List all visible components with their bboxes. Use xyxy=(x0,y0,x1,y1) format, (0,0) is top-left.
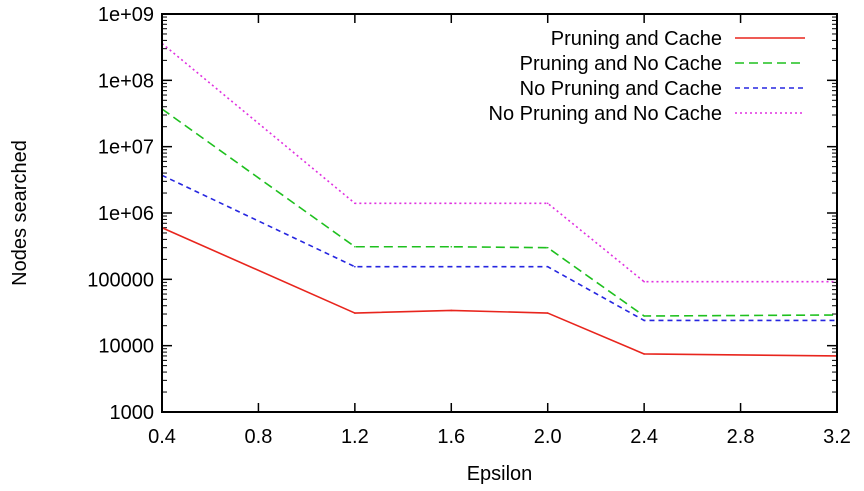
series-4-point xyxy=(450,202,453,205)
series-2-point xyxy=(450,245,453,248)
x-axis-title: Epsilon xyxy=(467,463,533,485)
y-tick-label: 1000 xyxy=(110,402,155,424)
series-4-point xyxy=(643,280,645,283)
y-tick-label: 1e+07 xyxy=(98,137,154,159)
x-tick-label: 1.6 xyxy=(437,426,465,448)
series-line-2 xyxy=(161,108,838,317)
series-line-1 xyxy=(161,226,838,357)
x-tick-label: 3.2 xyxy=(823,426,851,448)
series-4-point xyxy=(546,202,549,205)
legend: Pruning and Cache Pruning and No Cache No … xyxy=(489,28,805,125)
series-3-point xyxy=(643,319,645,322)
x-tick-label: 2.0 xyxy=(534,426,562,448)
series-3-point xyxy=(450,265,453,268)
legend-label: Pruning and No Cache xyxy=(520,53,722,75)
series-line-4 xyxy=(161,42,837,283)
legend-label: Pruning and Cache xyxy=(551,28,722,50)
series-1-point xyxy=(546,312,549,314)
y-tick-label: 1e+09 xyxy=(98,4,154,26)
y-tick-label: 100000 xyxy=(87,269,154,291)
y-axis-title: Nodes searched xyxy=(9,140,31,286)
x-tick-label: 1.2 xyxy=(341,426,369,448)
series-4-point xyxy=(354,202,356,205)
x-tick-label: 2.8 xyxy=(727,426,755,448)
series-2-point xyxy=(354,245,356,248)
ticks-group: 0.4 0.8 1.2 1.6 2.0 2.4 2.8 3.2 1000 10000 100000 1… xyxy=(87,4,851,448)
legend-label: No Pruning and Cache xyxy=(520,78,722,100)
series-1-point xyxy=(354,312,356,314)
series-group xyxy=(161,42,838,357)
series-1-point xyxy=(450,309,453,312)
y-tick-label: 10000 xyxy=(98,336,154,358)
series-3-point xyxy=(354,265,356,268)
y-tick-label: 1e+06 xyxy=(98,203,154,225)
series-2-point xyxy=(546,246,549,249)
legend-label: No Pruning and No Cache xyxy=(489,103,722,125)
series-2-point xyxy=(643,315,645,317)
series-1-point xyxy=(643,353,645,355)
x-tick-label: 2.4 xyxy=(630,426,658,448)
x-tick-label: 0.4 xyxy=(148,426,176,448)
plot-frame xyxy=(161,13,838,413)
series-3-point xyxy=(546,265,549,268)
y-tick-label: 1e+08 xyxy=(98,70,154,92)
x-tick-label: 0.8 xyxy=(245,426,273,448)
